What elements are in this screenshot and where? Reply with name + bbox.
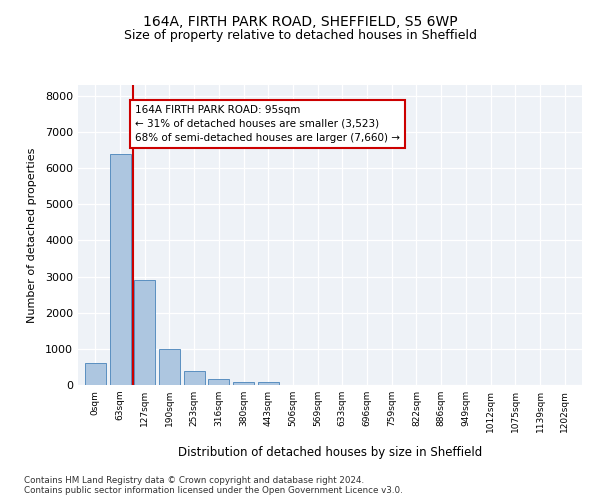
Text: 164A, FIRTH PARK ROAD, SHEFFIELD, S5 6WP: 164A, FIRTH PARK ROAD, SHEFFIELD, S5 6WP bbox=[143, 15, 457, 29]
Bar bbox=[233, 382, 254, 385]
Bar bbox=[184, 372, 205, 385]
Bar bbox=[134, 280, 155, 385]
X-axis label: Distribution of detached houses by size in Sheffield: Distribution of detached houses by size … bbox=[178, 446, 482, 459]
Text: Size of property relative to detached houses in Sheffield: Size of property relative to detached ho… bbox=[124, 29, 476, 42]
Bar bbox=[159, 349, 180, 385]
Bar bbox=[258, 382, 279, 385]
Text: Contains HM Land Registry data © Crown copyright and database right 2024.
Contai: Contains HM Land Registry data © Crown c… bbox=[24, 476, 403, 495]
Y-axis label: Number of detached properties: Number of detached properties bbox=[26, 148, 37, 322]
Bar bbox=[85, 362, 106, 385]
Text: 164A FIRTH PARK ROAD: 95sqm
← 31% of detached houses are smaller (3,523)
68% of : 164A FIRTH PARK ROAD: 95sqm ← 31% of det… bbox=[135, 105, 400, 143]
Bar bbox=[110, 154, 131, 385]
Bar bbox=[208, 379, 229, 385]
